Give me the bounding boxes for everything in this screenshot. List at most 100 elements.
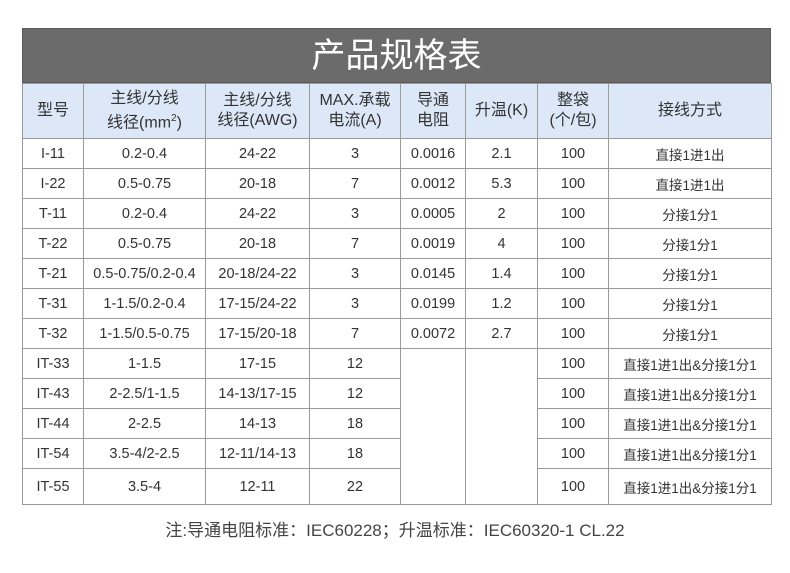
cell-connection-type: 分接1分1	[608, 228, 772, 259]
cell-model: T-22	[22, 228, 84, 259]
cell-max-current: 22	[309, 468, 401, 505]
cell-resistance: 0.0012	[400, 168, 466, 199]
cell-wire-mm2: 3.5-4	[83, 468, 206, 505]
cell-connection-type: 直接1进1出&分接1分1	[608, 378, 772, 409]
cell-connection-type: 直接1进1出&分接1分1	[608, 438, 772, 469]
header-line1: 升温(K)	[474, 102, 529, 119]
cell-pack-qty: 100	[537, 438, 609, 469]
cell-max-current: 3	[309, 198, 401, 229]
table-row: I-11 0.2-0.4 24-22 3 0.0016 2.1 100 直接1进1出	[22, 138, 772, 169]
header-sup: 2	[171, 112, 177, 124]
header-resistance: 导通 电阻	[400, 83, 466, 139]
cell-max-current: 3	[309, 288, 401, 319]
table-row: IT-55 3.5-4 12-11 22 100 直接1进1出&分接1分1	[22, 468, 772, 505]
cell-model: IT-33	[22, 348, 84, 379]
header-line1: 主线/分线	[110, 89, 179, 107]
cell-max-current: 3	[309, 258, 401, 289]
cell-temp-rise: 1.4	[465, 258, 538, 289]
table-row: T-22 0.5-0.75 20-18 7 0.0019 4 100 分接1分1	[22, 228, 772, 259]
cell-connection-type: 直接1进1出&分接1分1	[608, 468, 772, 505]
cell-model: T-32	[22, 318, 84, 349]
header-line2: 线径(mm	[107, 114, 172, 132]
cell-wire-mm2: 2-2.5	[83, 408, 206, 439]
header-max-current: MAX.承载 电流(A)	[309, 83, 401, 139]
cell-wire-mm2: 1-1.5/0.5-0.75	[83, 318, 206, 349]
table-row: IT-54 3.5-4/2-2.5 12-11/14-13 18 100 直接1进1出&分…	[22, 438, 772, 469]
table-row: T-32 1-1.5/0.5-0.75 17-15/20-18 7 0.0072 2.7 1…	[22, 318, 772, 349]
cell-connection-type: 分接1分1	[608, 318, 772, 349]
cell-temp-rise: 2.7	[465, 318, 538, 349]
cell-resistance: 0.0016	[400, 138, 466, 169]
cell-pack-qty: 100	[537, 318, 609, 349]
cell-pack-qty: 100	[537, 408, 609, 439]
cell-resistance: 0.0005	[400, 198, 466, 229]
header-line1: 接线方式	[657, 102, 722, 119]
header-line2: 电阻	[416, 112, 449, 129]
cell-connection-type: 直接1进1出	[608, 168, 772, 199]
table-title: 产品规格表	[22, 28, 771, 83]
cell-model: T-31	[22, 288, 84, 319]
cell-wire-awg: 12-11	[205, 468, 310, 505]
cell-pack-qty: 100	[537, 258, 609, 289]
cell-resistance-empty	[400, 348, 466, 505]
cell-pack-qty: 100	[537, 468, 609, 505]
cell-model: I-11	[22, 138, 84, 169]
cell-resistance: 0.0072	[400, 318, 466, 349]
header-pack-qty: 整袋 (个/包)	[537, 83, 609, 139]
cell-connection-type: 直接1进1出&分接1分1	[608, 408, 772, 439]
cell-connection-type: 直接1进1出&分接1分1	[608, 348, 772, 379]
cell-max-current: 3	[309, 138, 401, 169]
cell-wire-mm2: 0.5-0.75	[83, 168, 206, 199]
cell-max-current: 12	[309, 348, 401, 379]
cell-wire-mm2: 2-2.5/1-1.5	[83, 378, 206, 409]
cell-resistance: 0.0199	[400, 288, 466, 319]
table-row: T-21 0.5-0.75/0.2-0.4 20-18/24-22 3 0.0145 1.…	[22, 258, 772, 289]
cell-wire-mm2: 0.2-0.4	[83, 138, 206, 169]
cell-wire-awg: 17-15/24-22	[205, 288, 310, 319]
cell-wire-mm2: 1-1.5/0.2-0.4	[83, 288, 206, 319]
cell-wire-mm2: 3.5-4/2-2.5	[83, 438, 206, 469]
cell-pack-qty: 100	[537, 348, 609, 379]
cell-wire-awg: 17-15/20-18	[205, 318, 310, 349]
cell-pack-qty: 100	[537, 288, 609, 319]
cell-max-current: 12	[309, 378, 401, 409]
cell-max-current: 7	[309, 228, 401, 259]
table-row: T-31 1-1.5/0.2-0.4 17-15/24-22 3 0.0199 1.2 10…	[22, 288, 772, 319]
cell-max-current: 18	[309, 438, 401, 469]
cell-connection-type: 直接1进1出	[608, 138, 772, 169]
cell-pack-qty: 100	[537, 378, 609, 409]
cell-resistance: 0.0145	[400, 258, 466, 289]
header-line1: 导通	[416, 92, 449, 109]
header-temp-rise: 升温(K)	[465, 83, 538, 139]
cell-wire-mm2: 0.5-0.75/0.2-0.4	[83, 258, 206, 289]
cell-pack-qty: 100	[537, 228, 609, 259]
cell-max-current: 18	[309, 408, 401, 439]
cell-model: IT-54	[22, 438, 84, 469]
cell-temp-rise: 4	[465, 228, 538, 259]
cell-model: T-11	[22, 198, 84, 229]
cell-wire-awg: 20-18	[205, 228, 310, 259]
header-model: 型号	[22, 83, 84, 139]
spec-table: 型号 主线/分线 线径(mm2) 主线/分线 线径(AWG) MAX.承载 电流(A) 导通电…	[22, 83, 772, 505]
cell-pack-qty: 100	[537, 168, 609, 199]
spec-table-container: 产品规格表 型号 主线/分线 线径(mm2) 主线/分线 线径(AWG) MAX.承载 电流…	[22, 28, 772, 505]
table-row: IT-44 2-2.5 14-13 18 100 直接1进1出&分接1分1	[22, 408, 772, 439]
table-row: IT-43 2-2.5/1-1.5 14-13/17-15 12 100 直接1进1出&分…	[22, 378, 772, 409]
table-row: I-22 0.5-0.75 20-18 7 0.0012 5.3 100 直接1进1出	[22, 168, 772, 199]
cell-temp-rise: 5.3	[465, 168, 538, 199]
cell-model: I-22	[22, 168, 84, 199]
cell-temp-rise: 2.1	[465, 138, 538, 169]
header-line1: 型号	[36, 102, 69, 119]
cell-connection-type: 分接1分1	[608, 288, 772, 319]
header-line1: MAX.承载	[319, 92, 391, 109]
header-wire-mm2: 主线/分线 线径(mm2)	[83, 83, 206, 139]
header-line2: 线径(AWG)	[217, 112, 298, 129]
cell-wire-awg: 24-22	[205, 198, 310, 229]
header-connection-type: 接线方式	[608, 83, 772, 139]
cell-model: T-21	[22, 258, 84, 289]
cell-model: IT-43	[22, 378, 84, 409]
header-line2: 电流(A)	[328, 112, 382, 129]
cell-model: IT-44	[22, 408, 84, 439]
cell-wire-awg: 12-11/14-13	[205, 438, 310, 469]
cell-wire-awg: 14-13	[205, 408, 310, 439]
